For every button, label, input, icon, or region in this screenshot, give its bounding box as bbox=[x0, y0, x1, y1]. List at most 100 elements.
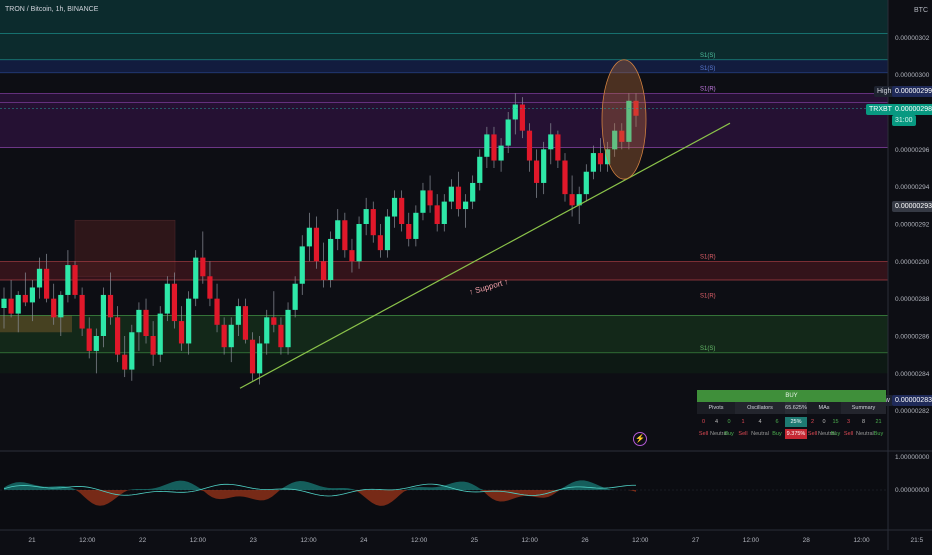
sum-neutral-count: 8 bbox=[861, 419, 866, 425]
candle-35 bbox=[249, 339, 256, 374]
time-tick-3: 12:00 bbox=[190, 537, 207, 544]
candle-57 bbox=[406, 224, 412, 239]
resistance-zone bbox=[0, 93, 888, 148]
price-tick-10: 0.00000282 bbox=[895, 408, 930, 415]
candle-78 bbox=[555, 134, 561, 161]
candle-6 bbox=[44, 268, 50, 299]
chart-title: TRON / Bitcoin, 1h, BINANCE bbox=[5, 6, 99, 13]
candle-72 bbox=[512, 104, 518, 120]
ma-neutral-label: Neutral bbox=[818, 431, 836, 437]
candle-36 bbox=[257, 343, 263, 374]
highlight-ellipse bbox=[601, 59, 647, 180]
candle-9 bbox=[65, 265, 71, 295]
pivot-label-5: S1(S) bbox=[700, 346, 715, 352]
candle-65 bbox=[462, 201, 469, 210]
time-tick-6: 24 bbox=[360, 537, 368, 544]
candle-56 bbox=[399, 197, 405, 224]
tbl-summary: Summary bbox=[841, 402, 886, 414]
candle-15 bbox=[107, 294, 114, 318]
candle-12 bbox=[86, 328, 92, 351]
price-tick-5: 0.00000292 bbox=[895, 222, 930, 229]
candle-80 bbox=[569, 194, 575, 206]
candle-84 bbox=[597, 153, 604, 165]
candle-39 bbox=[278, 324, 284, 348]
price-tick-7: 0.00000288 bbox=[895, 296, 930, 303]
candle-55 bbox=[391, 197, 398, 217]
pivot-label-0: S1(S) bbox=[700, 53, 715, 59]
candle-46 bbox=[328, 238, 334, 280]
candle-66 bbox=[470, 182, 476, 202]
candle-20 bbox=[143, 309, 149, 336]
time-tick-9: 12:00 bbox=[522, 537, 539, 544]
osc-sell-count: 1 bbox=[741, 419, 745, 425]
time-tick-1: 12:00 bbox=[79, 537, 96, 544]
time-tick-10: 26 bbox=[581, 537, 589, 544]
candle-54 bbox=[384, 216, 391, 251]
candle-33 bbox=[235, 306, 241, 325]
candle-76 bbox=[541, 149, 547, 183]
candle-2 bbox=[15, 294, 21, 314]
piv-buy-label: Buy bbox=[724, 431, 734, 437]
candle-45 bbox=[320, 261, 327, 280]
time-tick-7: 12:00 bbox=[411, 537, 428, 544]
candle-61 bbox=[434, 205, 440, 224]
sell-percent: 9.375% bbox=[785, 429, 807, 439]
candle-37 bbox=[264, 317, 270, 344]
candle-19 bbox=[136, 309, 142, 333]
mid-red-zone bbox=[0, 261, 888, 280]
osc-neutral-count: 4 bbox=[758, 419, 762, 425]
candle-77 bbox=[548, 134, 554, 150]
ma-sell-label: Sell bbox=[807, 431, 818, 437]
candle-49 bbox=[349, 250, 355, 262]
candle-75 bbox=[533, 160, 540, 183]
price-tick-8: 0.00000286 bbox=[895, 334, 930, 341]
candle-5 bbox=[36, 268, 43, 288]
candle-26 bbox=[186, 298, 192, 344]
ma-buy-count: 15 bbox=[832, 419, 839, 425]
candle-74 bbox=[526, 130, 533, 161]
high-value-tag: 0.00000299 bbox=[892, 86, 932, 97]
candle-18 bbox=[129, 332, 135, 370]
candle-24 bbox=[171, 283, 178, 322]
candle-13 bbox=[93, 336, 99, 351]
candle-59 bbox=[420, 190, 426, 213]
candle-87 bbox=[619, 130, 625, 142]
time-tick-15: 12:00 bbox=[853, 537, 870, 544]
time-tick-0: 21 bbox=[28, 537, 36, 544]
ma-buy-label: Buy bbox=[830, 431, 841, 437]
candle-17 bbox=[122, 354, 128, 370]
osc-neutral-label: Neutral bbox=[751, 431, 769, 437]
candle-83 bbox=[590, 153, 596, 172]
price-tick-0: 0.00000302 bbox=[895, 35, 930, 42]
order-block bbox=[0, 315, 72, 333]
oscillator-pane bbox=[0, 452, 888, 530]
candle-16 bbox=[115, 317, 121, 355]
tbl-mas: MAs bbox=[807, 402, 841, 414]
sum-buy-count: 21 bbox=[875, 419, 882, 425]
candle-86 bbox=[612, 130, 618, 150]
sum-neutral-label: Neutral bbox=[856, 431, 874, 437]
candle-50 bbox=[356, 224, 362, 262]
candle-88 bbox=[626, 100, 632, 142]
candle-51 bbox=[363, 209, 369, 224]
lower-green-zone bbox=[0, 352, 888, 374]
candle-23 bbox=[164, 283, 170, 314]
candle-11 bbox=[79, 294, 85, 329]
pivot-label-2: S1(R) bbox=[700, 86, 716, 92]
candle-42 bbox=[299, 246, 305, 284]
piv-sell-label: Sell bbox=[698, 431, 709, 437]
lightning-icon[interactable]: ⚡ bbox=[633, 432, 647, 446]
candle-34 bbox=[242, 306, 249, 340]
candle-52 bbox=[370, 209, 376, 236]
candle-3 bbox=[22, 294, 28, 303]
candle-41 bbox=[292, 283, 298, 310]
price-tick-3: 0.00000296 bbox=[895, 147, 930, 154]
candle-31 bbox=[221, 324, 227, 348]
upper-teal-zone bbox=[0, 0, 888, 60]
time-tick-2: 22 bbox=[139, 537, 147, 544]
osc-tick-0: 1.00000000 bbox=[895, 454, 930, 461]
tbl-oscillators: Oscillators bbox=[735, 402, 785, 414]
candle-0 bbox=[1, 298, 7, 308]
